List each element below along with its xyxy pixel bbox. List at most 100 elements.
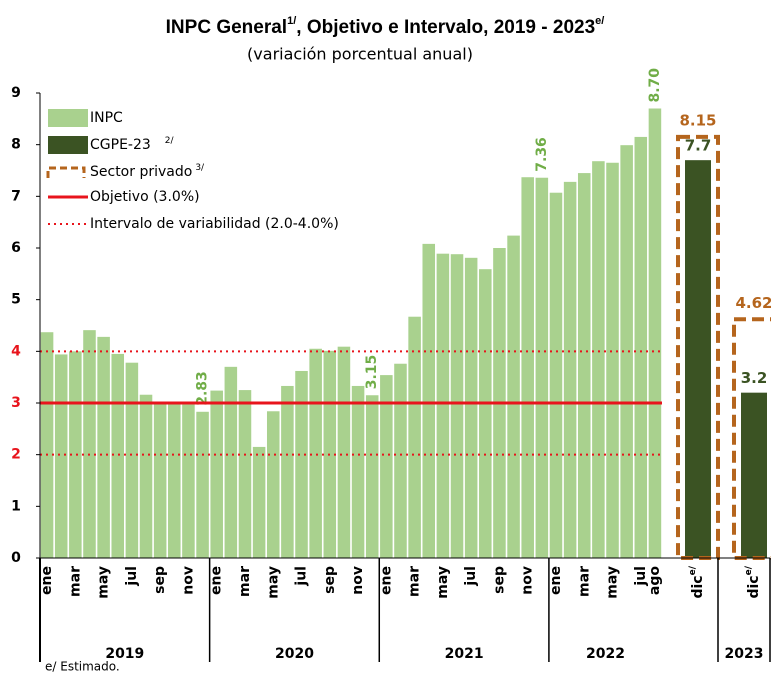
chart-title: INPC General1/, Objetivo e Intervalo, 20… xyxy=(166,15,605,38)
y-tick-label: 8 xyxy=(11,137,21,153)
y-tick-label: 6 xyxy=(11,240,21,256)
title-part: , Objetivo e Intervalo, 2019 - 2023 xyxy=(296,17,595,38)
data-label: 4.62 xyxy=(735,294,771,312)
bar xyxy=(40,332,54,558)
bar xyxy=(634,136,648,558)
bar xyxy=(741,392,767,558)
legend-swatch xyxy=(48,109,88,127)
bar xyxy=(295,370,308,558)
data-label: 8.70 xyxy=(647,68,663,103)
legend-swatch xyxy=(46,166,86,178)
bar xyxy=(351,385,365,558)
y-tick-label: 1 xyxy=(11,498,21,514)
x-tick-label: jul xyxy=(463,566,479,587)
legend-note: 2/ xyxy=(165,136,175,146)
y-tick-label: 5 xyxy=(11,292,21,308)
x-tick-label: mar xyxy=(67,566,83,597)
category: dic xyxy=(746,575,762,598)
forecast-box xyxy=(676,134,720,561)
bar xyxy=(83,330,96,558)
data-label: 3.2 xyxy=(741,369,768,387)
x-tick-label: jul xyxy=(633,566,649,587)
year-label: 2021 xyxy=(445,646,484,662)
x-tick-label: ene xyxy=(378,566,394,595)
legend-name: CGPE-23 xyxy=(90,137,151,153)
bar xyxy=(153,403,167,558)
bar xyxy=(309,348,322,558)
x-tick-label: sep xyxy=(322,566,338,594)
legend-label: CGPE-23 2/ xyxy=(90,136,175,154)
data-label: 3.15 xyxy=(364,355,380,390)
bar xyxy=(54,354,68,558)
x-tick-label: mar xyxy=(237,566,253,597)
x-tick-label: jul xyxy=(294,566,310,587)
x-tick-label: ago xyxy=(647,566,663,595)
bar xyxy=(464,257,478,558)
bar xyxy=(507,235,520,558)
bar xyxy=(168,401,181,558)
bar xyxy=(210,390,223,558)
data-label: 8.15 xyxy=(679,111,716,129)
x-tick-label: sep xyxy=(491,566,507,594)
bar xyxy=(224,366,238,558)
title-note: e/ xyxy=(595,15,604,27)
x-tick-label: may xyxy=(265,566,281,599)
category: dic xyxy=(690,575,706,598)
bar xyxy=(365,395,379,558)
x-tick-label: ene xyxy=(548,566,564,595)
x-tick-label: ene xyxy=(39,566,55,595)
legend-label: Sector privado 3/ xyxy=(90,163,205,181)
bar xyxy=(563,181,577,558)
x-tick-label: nov xyxy=(180,566,196,595)
year-label: 2019 xyxy=(105,646,144,662)
bar xyxy=(281,385,294,558)
y-tick-label: 7 xyxy=(11,188,21,204)
x-tick-label: mar xyxy=(407,566,423,597)
year-label: 2020 xyxy=(275,646,314,662)
bar xyxy=(125,362,139,558)
x-tick-label: sep xyxy=(152,566,168,594)
data-label: 7.7 xyxy=(685,137,712,155)
x-tick-label: mar xyxy=(576,566,592,597)
category-note: e/ xyxy=(744,565,754,575)
x-tick-label: may xyxy=(605,566,621,599)
legend-label: Objetivo (3.0%) xyxy=(90,189,200,205)
bar xyxy=(450,254,464,558)
bar xyxy=(139,394,153,558)
bar xyxy=(577,173,591,559)
bar xyxy=(394,363,407,558)
category-note: e/ xyxy=(688,565,698,575)
x-tick-label: ene xyxy=(209,566,225,595)
bar xyxy=(535,177,549,558)
bar xyxy=(436,253,450,558)
year-label: 2022 xyxy=(586,646,625,662)
bar xyxy=(252,446,266,558)
bar xyxy=(422,243,436,558)
chart-subtitle: (variación porcentual anual) xyxy=(247,45,473,64)
x-tick-label: nov xyxy=(350,566,366,595)
x-tick-label: dice/ xyxy=(688,565,707,598)
legend-note: 3/ xyxy=(195,163,205,173)
bar xyxy=(182,404,195,558)
y-tick-label: 0 xyxy=(11,550,21,566)
y-tick-label: 4 xyxy=(11,343,21,359)
bar xyxy=(479,269,492,558)
y-tick-label: 2 xyxy=(11,447,21,463)
bar xyxy=(266,411,280,558)
bar xyxy=(238,390,252,558)
year-label: 2023 xyxy=(725,646,764,662)
legend-swatch xyxy=(48,136,88,154)
x-tick-label: jul xyxy=(124,566,140,587)
legend-name: Sector privado xyxy=(90,164,192,180)
y-tick-label: 9 xyxy=(11,85,21,101)
bar xyxy=(196,411,209,558)
title-note: 1/ xyxy=(287,15,296,27)
bar xyxy=(606,162,619,558)
legend-label: Intervalo de variabilidad (2.0-4.0%) xyxy=(90,216,339,232)
bar xyxy=(380,375,393,558)
bar xyxy=(521,177,534,558)
bar xyxy=(648,108,662,558)
bar xyxy=(592,161,605,558)
x-tick-label: may xyxy=(96,566,112,599)
bar xyxy=(549,192,563,558)
